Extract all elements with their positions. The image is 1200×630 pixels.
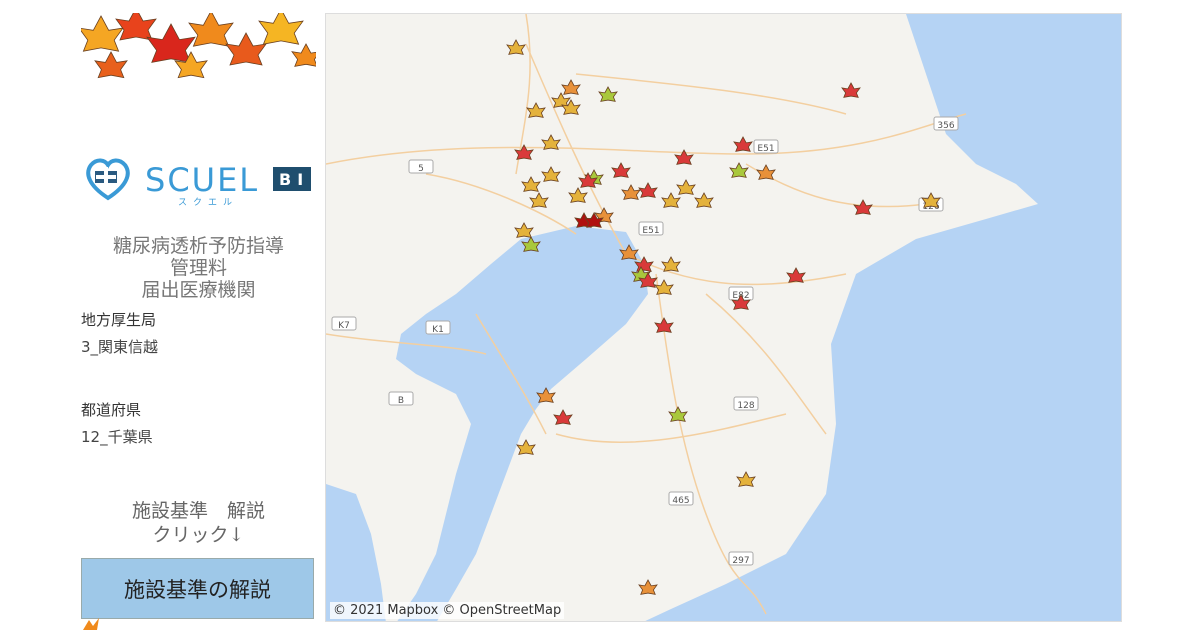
maple-leaf-icon <box>188 13 234 47</box>
map-marker[interactable] <box>654 317 674 333</box>
map-marker[interactable] <box>526 102 546 118</box>
hint-text: 施設基準 解説 クリック↓ <box>81 499 316 547</box>
map-marker[interactable] <box>731 294 751 310</box>
maple-leaf-icon <box>174 51 208 79</box>
svg-text:K7: K7 <box>338 321 350 331</box>
map-marker[interactable] <box>654 279 674 295</box>
map-marker[interactable] <box>584 212 604 228</box>
map-marker[interactable] <box>541 166 561 182</box>
map-marker[interactable] <box>661 192 681 208</box>
map-marker[interactable] <box>598 86 618 102</box>
road-shield: E51 <box>753 139 779 154</box>
map-marker[interactable] <box>668 406 688 422</box>
map-marker[interactable] <box>841 82 861 98</box>
filter-label-bureau: 地方厚生局 <box>81 311 157 329</box>
svg-text:356: 356 <box>937 121 954 131</box>
svg-text:465: 465 <box>672 496 689 506</box>
road-shield: E51 <box>638 221 664 236</box>
filter-label-prefecture: 都道府県 <box>81 401 142 419</box>
map-marker[interactable] <box>561 99 581 115</box>
map-marker[interactable] <box>536 387 556 403</box>
map-marker[interactable] <box>521 176 541 192</box>
map-marker[interactable] <box>921 192 941 208</box>
map-canvas[interactable]: 356E51126E51E82128465297K7K1B5 <box>326 14 1122 622</box>
map-marker[interactable] <box>674 149 694 165</box>
road-shield: K7 <box>331 316 357 331</box>
map-marker[interactable] <box>694 192 714 208</box>
map-marker[interactable] <box>756 164 776 180</box>
logo-brand: SCUEL <box>145 161 259 199</box>
map-marker[interactable] <box>676 179 696 195</box>
svg-text:5: 5 <box>418 164 424 174</box>
road-shield: K1 <box>425 320 451 335</box>
map-marker[interactable] <box>529 192 549 208</box>
svg-text:E51: E51 <box>757 144 774 154</box>
map-marker[interactable] <box>506 39 526 55</box>
map-marker[interactable] <box>853 199 873 215</box>
scuel-logo: SCUEL スクエル BI <box>83 153 315 208</box>
filter-value-prefecture[interactable]: 12_千葉県 <box>81 428 153 446</box>
map-marker[interactable] <box>551 92 571 108</box>
svg-text:297: 297 <box>732 556 749 566</box>
map-attribution[interactable]: © 2021 Mapbox © OpenStreetMap <box>330 602 565 619</box>
hint-line: 施設基準 解説 <box>131 500 265 522</box>
maple-leaf-icon <box>291 43 316 67</box>
map[interactable]: 356E51126E51E82128465297K7K1B5 © 2021 Ma… <box>325 13 1122 622</box>
road-shield: 465 <box>668 491 694 506</box>
svg-text:K1: K1 <box>432 325 444 335</box>
sidebar: SCUEL スクエル BI 糖尿病透析予防指導 管理料 届出医療機関 地方厚生局… <box>81 13 316 630</box>
map-marker[interactable] <box>514 144 534 160</box>
map-marker[interactable] <box>733 136 753 152</box>
map-marker[interactable] <box>578 172 598 188</box>
pacific-ocean <box>645 14 1121 621</box>
map-marker[interactable] <box>736 471 756 487</box>
road-shield: 297 <box>728 551 754 566</box>
svg-text:128: 128 <box>737 401 754 411</box>
map-marker[interactable] <box>661 256 681 272</box>
road-shield: 5 <box>408 159 434 174</box>
map-marker[interactable] <box>611 162 631 178</box>
map-marker[interactable] <box>638 272 658 288</box>
maple-leaf-icon <box>146 23 196 63</box>
map-marker[interactable] <box>638 182 658 198</box>
maple-leaf-icon <box>94 51 128 79</box>
map-marker[interactable] <box>638 579 658 595</box>
maple-leaf-icon <box>258 13 304 45</box>
page-title: 糖尿病透析予防指導 管理料 届出医療機関 <box>81 235 316 301</box>
svg-text:BI: BI <box>279 170 309 189</box>
map-marker[interactable] <box>634 256 654 272</box>
leaf-icon <box>83 618 99 630</box>
maple-leaf-icon <box>115 13 157 41</box>
autumn-leaves-decoration <box>81 13 316 79</box>
map-marker[interactable] <box>516 439 536 455</box>
road-shield: 356 <box>933 116 959 131</box>
maple-leaf-icon <box>81 15 124 52</box>
map-marker[interactable] <box>729 162 749 178</box>
tokyo-bay <box>396 226 648 621</box>
map-marker[interactable] <box>553 409 573 425</box>
map-marker[interactable] <box>521 236 541 252</box>
title-line: 届出医療機関 <box>141 279 256 301</box>
road-shield: B <box>388 391 414 406</box>
map-marker[interactable] <box>541 134 561 150</box>
map-marker[interactable] <box>568 187 588 203</box>
map-marker[interactable] <box>621 184 641 200</box>
sagami-bay <box>326 484 386 621</box>
map-marker[interactable] <box>786 267 806 283</box>
svg-text:126: 126 <box>922 202 939 212</box>
title-line: 糖尿病透析予防指導 <box>112 235 284 257</box>
map-marker[interactable] <box>619 244 639 260</box>
title-line: 管理料 <box>169 257 227 279</box>
svg-text:B: B <box>398 396 404 406</box>
map-marker[interactable] <box>561 79 581 95</box>
facility-standard-explanation-button[interactable]: 施設基準の解説 <box>81 558 314 619</box>
filter-value-bureau[interactable]: 3_関東信越 <box>81 338 159 356</box>
road-shield: 128 <box>733 396 759 411</box>
svg-text:スクエル: スクエル <box>178 197 238 208</box>
maple-leaf-icon <box>225 32 267 66</box>
hint-line: クリック↓ <box>152 524 245 546</box>
svg-text:E51: E51 <box>642 226 659 236</box>
map-marker[interactable] <box>514 222 534 238</box>
